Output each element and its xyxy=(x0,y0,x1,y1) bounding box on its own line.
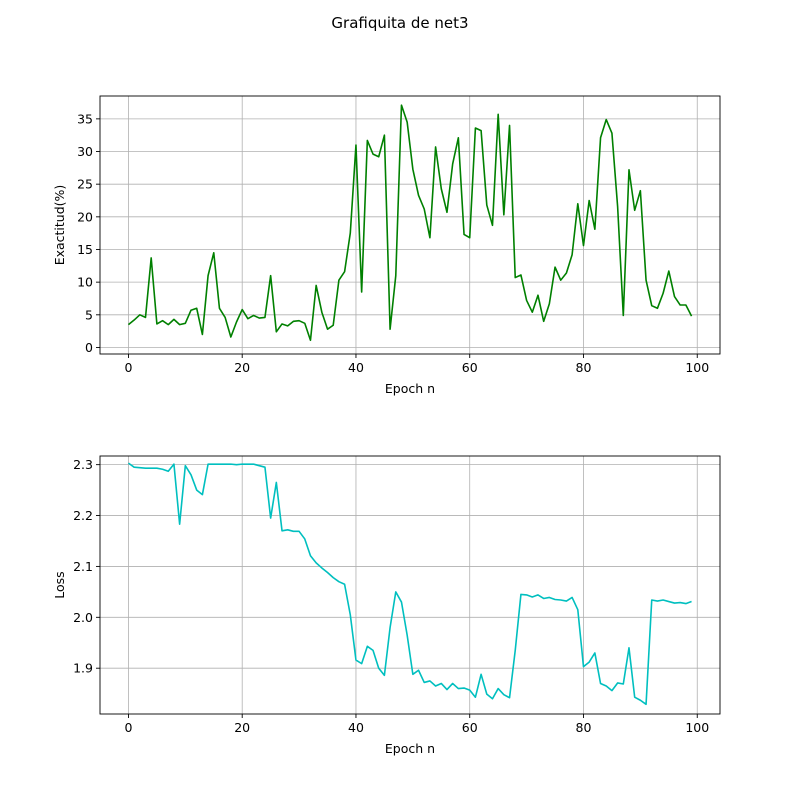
loss-series-line xyxy=(127,462,692,706)
loss-ytick-label: 2.0 xyxy=(73,610,93,625)
figure-title: Grafiquita de net3 xyxy=(331,14,468,32)
accuracy-xaxis-label: Epoch n xyxy=(385,381,435,396)
accuracy-ytick-label: 10 xyxy=(77,275,93,290)
accuracy-ytick-label: 5 xyxy=(85,307,93,322)
accuracy-xtick-label: 0 xyxy=(124,360,132,375)
loss-xtick-label: 60 xyxy=(462,720,478,735)
accuracy-series-line xyxy=(127,104,693,342)
accuracy-ytick-label: 0 xyxy=(85,340,93,355)
accuracy-xtick-label: 60 xyxy=(462,360,478,375)
loss-subplot: 0 20 40 60 80 100 1.9 2.0 2.1 2.2 2.3 Epoch n Loss xyxy=(52,455,721,756)
loss-ytick-label: 2.3 xyxy=(73,457,93,472)
accuracy-xtick-label: 40 xyxy=(348,360,364,375)
loss-xtick-label: 80 xyxy=(576,720,592,735)
loss-xtick-label: 40 xyxy=(348,720,364,735)
accuracy-ytick-label: 30 xyxy=(77,144,93,159)
accuracy-axes-frame xyxy=(99,95,721,355)
loss-xtick-label: 100 xyxy=(685,720,709,735)
accuracy-xtick-label: 20 xyxy=(234,360,250,375)
loss-xtick-label: 0 xyxy=(124,720,132,735)
accuracy-xtick-label: 100 xyxy=(685,360,709,375)
accuracy-ytick-label: 35 xyxy=(77,111,93,126)
accuracy-ytick-label: 20 xyxy=(77,209,93,224)
accuracy-subplot: 0 20 40 60 80 100 0 5 10 15 20 25 30 35 Epoch n Exactit… xyxy=(52,95,721,396)
loss-xaxis-label: Epoch n xyxy=(385,741,435,756)
loss-yaxis-label: Loss xyxy=(52,571,67,598)
loss-xtick-label: 20 xyxy=(234,720,250,735)
loss-axes-frame xyxy=(99,455,721,715)
accuracy-ytick-label: 25 xyxy=(77,177,93,192)
loss-ytick-label: 2.1 xyxy=(73,559,93,574)
accuracy-ytick-label: 15 xyxy=(77,242,93,257)
loss-ytick-label: 1.9 xyxy=(73,661,93,676)
accuracy-yaxis-label: Exactitud(%) xyxy=(52,185,67,266)
loss-ytick-label: 2.2 xyxy=(73,508,93,523)
accuracy-xtick-label: 80 xyxy=(576,360,592,375)
